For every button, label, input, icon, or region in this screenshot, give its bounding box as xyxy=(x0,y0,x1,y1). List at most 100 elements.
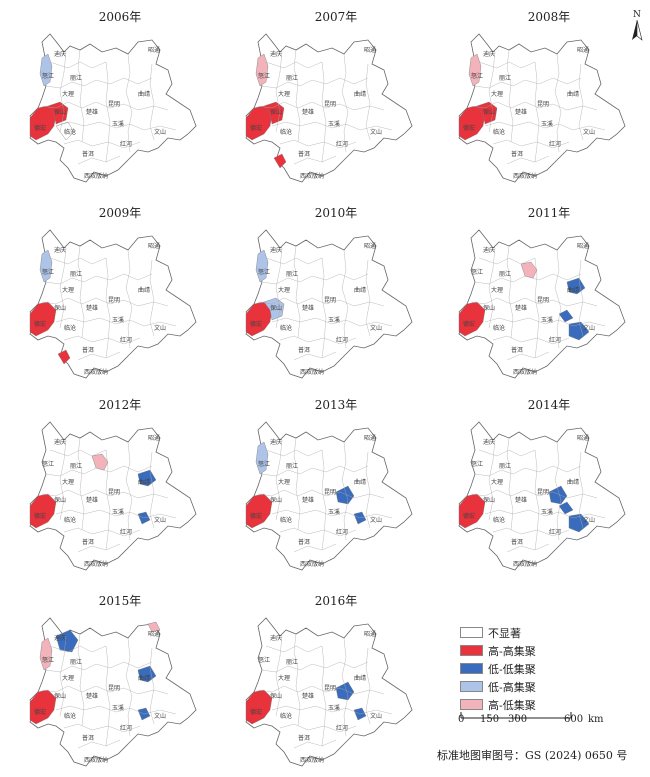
cluster-region-ll xyxy=(548,485,568,505)
place-name-label: 红河 xyxy=(336,724,348,732)
place-name-label: 昆明 xyxy=(108,489,120,496)
county-boundary xyxy=(506,543,550,553)
place-name-label: 昭通 xyxy=(364,434,376,442)
county-boundary xyxy=(492,139,570,149)
county-boundary xyxy=(534,449,540,551)
county-boundary xyxy=(59,51,67,133)
place-name-label: 昆明 xyxy=(324,297,336,304)
place-name-label: 大理 xyxy=(278,674,290,682)
place-name-label: 玉溪 xyxy=(328,508,340,516)
county-boundary xyxy=(506,437,514,531)
legend-label: 高-高集聚 xyxy=(488,645,536,658)
cluster-region-hl xyxy=(255,53,269,87)
place-name-label: 保山 xyxy=(54,496,66,504)
place-name-label: 大理 xyxy=(62,286,74,294)
scale-tick-0: 0 xyxy=(458,714,465,725)
county-boundary xyxy=(293,155,337,165)
place-name-label: 西双版纳 xyxy=(84,172,108,180)
cluster-region-hh xyxy=(245,493,273,529)
county-boundary xyxy=(293,351,337,361)
place-name-label: 西双版纳 xyxy=(300,368,324,376)
legend-label: 低-低集聚 xyxy=(488,663,536,676)
cluster-region-hh xyxy=(245,105,273,141)
place-name-label: 迪庆 xyxy=(54,50,66,58)
county-boundary xyxy=(271,121,393,131)
cluster-region-hh xyxy=(29,493,57,529)
cluster-region-hh xyxy=(29,301,57,337)
place-name-label: 玉溪 xyxy=(112,704,124,712)
cluster-region-hl xyxy=(468,53,482,87)
cluster-region-hl xyxy=(520,261,538,279)
place-name-label: 保山 xyxy=(483,108,495,116)
county-boundary xyxy=(484,317,606,327)
panel-year-title: 2011年 xyxy=(527,206,571,220)
county-boundary xyxy=(41,489,169,499)
place-name-label: 迪庆 xyxy=(54,438,66,446)
scale-tick-150: 150 xyxy=(480,714,500,725)
county-boundary xyxy=(341,637,349,737)
place-name-label: 丽江 xyxy=(70,271,82,278)
place-name-label: 临沧 xyxy=(493,324,505,332)
county-boundary xyxy=(279,723,357,733)
cluster-region-hh xyxy=(29,105,57,141)
county-boundary xyxy=(271,509,393,519)
place-name-label: 西双版纳 xyxy=(300,560,324,568)
place-name-label: 文山 xyxy=(154,712,166,720)
place-name-label: 文山 xyxy=(370,712,382,720)
county-boundary xyxy=(478,257,536,265)
map-panel: 2016年 迪庆 丽江 怒江 大理 保山 德宏 临沧 楚雄 昆明 曲靖 玉溪 红河 文山 普洱 西双版纳 昭通 xyxy=(236,592,436,777)
cluster-region-lh xyxy=(255,249,269,283)
place-name-label: 昭通 xyxy=(148,434,160,442)
county-boundary xyxy=(77,437,85,531)
county-boundary xyxy=(293,543,337,553)
county-boundary xyxy=(293,633,301,727)
county-boundary xyxy=(265,645,323,653)
county-boundary xyxy=(55,317,177,327)
place-name-label: 红河 xyxy=(336,140,348,148)
place-name-label: 临沧 xyxy=(64,712,76,720)
county-boundary xyxy=(293,739,337,749)
place-name-label: 保山 xyxy=(483,496,495,504)
place-name-label: 曲靖 xyxy=(138,478,150,486)
county-boundary xyxy=(275,247,283,329)
place-name-label: 楚雄 xyxy=(86,692,98,700)
county-boundary xyxy=(293,49,301,143)
place-name-label: 昭通 xyxy=(148,630,160,638)
place-name-label: 玉溪 xyxy=(541,120,553,128)
county-boundary xyxy=(45,273,153,285)
place-name-label: 红河 xyxy=(120,724,132,732)
county-boundary xyxy=(478,61,536,69)
place-name-label: 昆明 xyxy=(537,297,549,304)
place-name-label: 丽江 xyxy=(286,271,298,278)
cluster-region-hl xyxy=(91,453,109,471)
place-name-label: 临沧 xyxy=(280,128,292,136)
county-boundary xyxy=(478,449,536,457)
county-boundary xyxy=(149,63,155,141)
scale-tick-300: 300 xyxy=(508,714,528,725)
county-boundary xyxy=(484,121,606,131)
county-boundary xyxy=(77,739,121,749)
place-name-label: 德宏 xyxy=(250,124,262,132)
county-boundary xyxy=(578,451,584,529)
county-boundary xyxy=(77,49,85,143)
cluster-region-hh xyxy=(458,493,486,529)
place-name-label: 丽江 xyxy=(499,75,511,82)
county-boundary xyxy=(578,259,584,337)
panel-year-title: 2006年 xyxy=(98,10,142,24)
place-name-label: 西双版纳 xyxy=(513,560,537,568)
north-arrow-icon xyxy=(632,20,643,41)
place-name-label: 德宏 xyxy=(34,124,46,132)
county-boundary xyxy=(506,49,514,143)
panel-year-title: 2010年 xyxy=(314,206,358,220)
place-name-label: 西双版纳 xyxy=(84,560,108,568)
place-name-label: 临沧 xyxy=(64,128,76,136)
map-panel: 2008年 迪庆 丽江 怒江 大理 保山 德宏 临沧 楚雄 昆明 曲靖 玉溪 红河 文山 普洱 西双版纳 昭通 xyxy=(449,8,649,193)
place-name-label: 普洱 xyxy=(298,538,310,546)
county-boundary xyxy=(293,245,301,339)
place-name-label: 保山 xyxy=(270,304,282,312)
place-name-label: 西双版纳 xyxy=(513,172,537,180)
place-name-label: 昭通 xyxy=(364,630,376,638)
